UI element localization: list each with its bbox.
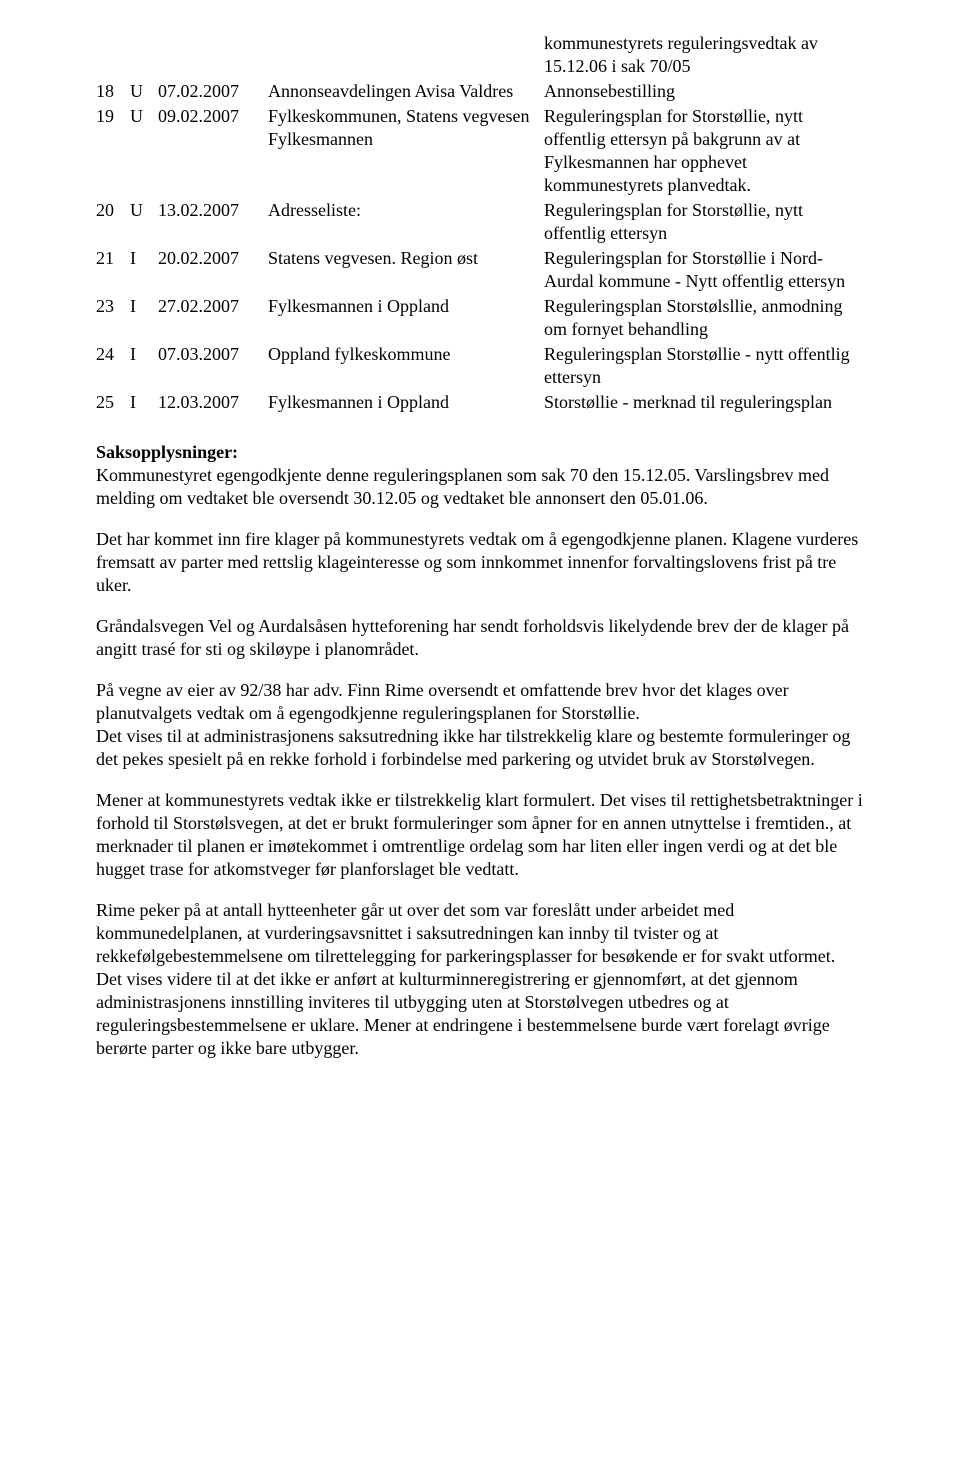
table-row: 18U07.02.2007Annonseavdelingen Avisa Val… (96, 80, 864, 105)
row-desc: Reguleringsplan for Storstøllie, nytt of… (544, 199, 864, 247)
table-row: 19U09.02.2007Fylkeskommunen, Statens veg… (96, 105, 864, 199)
row-sender: Fylkesmannen i Oppland (268, 391, 544, 416)
document-table: kommunestyrets reguleringsvedtak av 15.1… (96, 32, 864, 417)
row-date: 27.02.2007 (158, 295, 268, 343)
paragraph-2: Det har kommet inn fire klager på kommun… (96, 528, 864, 597)
row-num: 18 (96, 80, 130, 105)
row-sender: Oppland fylkeskommune (268, 343, 544, 391)
row-iu: I (130, 343, 158, 391)
table-body: kommunestyrets reguleringsvedtak av 15.1… (96, 32, 864, 417)
row-sender: Fylkesmannen i Oppland (268, 295, 544, 343)
table-row: 23I27.02.2007Fylkesmannen i OpplandRegul… (96, 295, 864, 343)
row-num: 19 (96, 105, 130, 199)
row-desc: Reguleringsplan for Storstøllie i Nord-A… (544, 247, 864, 295)
row-iu: I (130, 295, 158, 343)
row-desc: Storstøllie - merknad til reguleringspla… (544, 391, 864, 416)
table-row: kommunestyrets reguleringsvedtak av 15.1… (96, 32, 864, 80)
row-iu: I (130, 247, 158, 295)
table-row: 21I20.02.2007Statens vegvesen. Region øs… (96, 247, 864, 295)
row-desc: Reguleringsplan Storstølsllie, anmodning… (544, 295, 864, 343)
row-iu: U (130, 199, 158, 247)
row-desc: Annonsebestilling (544, 80, 864, 105)
table-row: 24I07.03.2007Oppland fylkeskommuneRegule… (96, 343, 864, 391)
row-num: 20 (96, 199, 130, 247)
row-date: 09.02.2007 (158, 105, 268, 199)
row-sender: Annonseavdelingen Avisa Valdres (268, 80, 544, 105)
saksopplysninger-heading: Saksopplysninger: (96, 442, 238, 462)
row-date: 07.03.2007 (158, 343, 268, 391)
row-sender: Fylkeskommunen, Statens vegvesen Fylkesm… (268, 105, 544, 199)
row-iu: U (130, 105, 158, 199)
row-sender: Statens vegvesen. Region øst (268, 247, 544, 295)
paragraph-6: Rime peker på at antall hytteenheter går… (96, 899, 864, 1060)
row-date: 12.03.2007 (158, 391, 268, 416)
row-iu: I (130, 391, 158, 416)
row-num: 24 (96, 343, 130, 391)
row-date: 13.02.2007 (158, 199, 268, 247)
row-desc-pre: kommunestyrets reguleringsvedtak av 15.1… (544, 32, 864, 80)
row-date: 07.02.2007 (158, 80, 268, 105)
row-iu: U (130, 80, 158, 105)
paragraph-4: På vegne av eier av 92/38 har adv. Finn … (96, 679, 864, 771)
table-row: 25I12.03.2007Fylkesmannen i OpplandStors… (96, 391, 864, 416)
row-desc: Reguleringsplan Storstøllie - nytt offen… (544, 343, 864, 391)
paragraph-5: Mener at kommunestyrets vedtak ikke er t… (96, 789, 864, 881)
row-date: 20.02.2007 (158, 247, 268, 295)
saksopplysninger-block: Saksopplysninger: Kommunestyret egengodk… (96, 441, 864, 510)
row-num: 23 (96, 295, 130, 343)
row-num: 21 (96, 247, 130, 295)
row-sender: Adresseliste: (268, 199, 544, 247)
table-row: 20U13.02.2007Adresseliste:Reguleringspla… (96, 199, 864, 247)
row-num: 25 (96, 391, 130, 416)
saksopplysninger-text: Kommunestyret egengodkjente denne regule… (96, 465, 829, 508)
row-desc: Reguleringsplan for Storstøllie, nytt of… (544, 105, 864, 199)
paragraph-3: Gråndalsvegen Vel og Aurdalsåsen hyttefo… (96, 615, 864, 661)
